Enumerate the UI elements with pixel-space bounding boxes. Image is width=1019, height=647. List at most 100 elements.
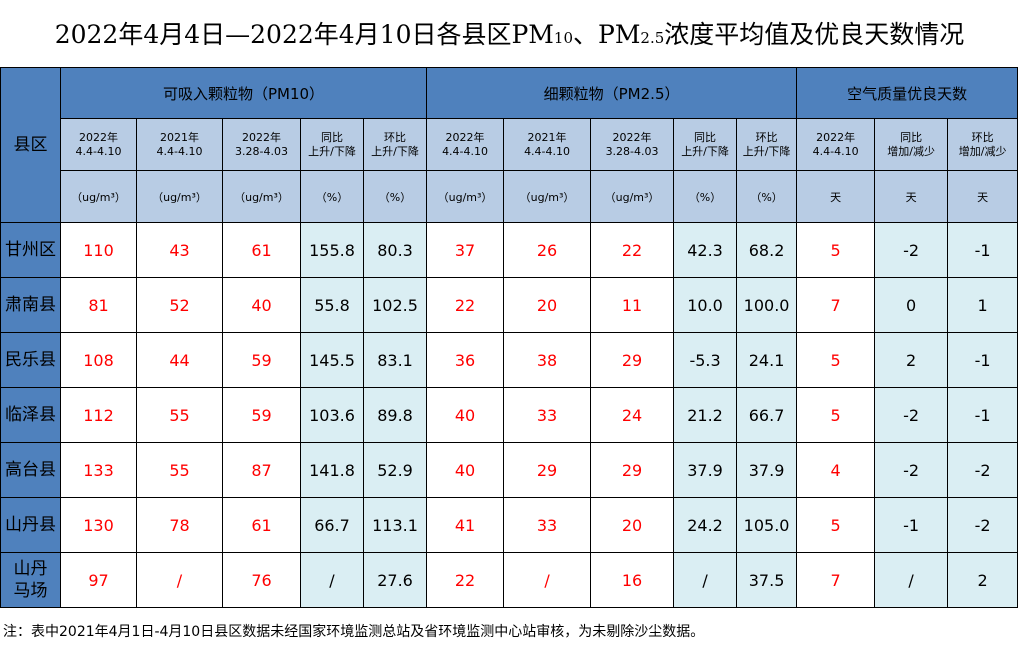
table-cell: 83.1: [362, 332, 428, 388]
county-header: 县区: [0, 67, 61, 223]
table-cell: 113.1: [362, 497, 428, 553]
subcol-line: 上升/下降: [681, 144, 729, 158]
table-cell: 10.0: [673, 277, 738, 333]
table-cell: 37.9: [673, 442, 738, 498]
table-cell: 37.9: [736, 442, 798, 498]
table-cell: 102.5: [362, 277, 428, 333]
table-cell: 59: [222, 387, 301, 443]
table-cell: 24: [590, 387, 675, 443]
table-cell: 40: [426, 442, 505, 498]
table-cell: 26: [503, 222, 592, 278]
unit-header: 天: [947, 170, 1019, 223]
subcol-line: 2021年: [527, 130, 567, 144]
group-good-days: 空气质量优良天数: [796, 67, 1019, 119]
table-row: 高台县 133 55 87 141.8 52.9 40 29 29 37.9 37.9 4 -2 -2: [0, 442, 1019, 498]
table-cell: 0: [874, 277, 949, 333]
table-cell: 40: [426, 387, 505, 443]
county-label: 高台县: [5, 460, 56, 480]
subcol-header: 环比 上升/下降: [362, 118, 428, 171]
table-cell: 7: [796, 277, 876, 333]
county-label: 山丹马场: [13, 559, 48, 601]
table-row: 甘州区 110 43 61 155.8 80.3 37 26 22 42.3 68.2 5 -2 -1: [0, 222, 1019, 278]
subcol-header: 2022年 3.28-4.03: [590, 118, 675, 171]
table-cell: 81: [60, 277, 137, 333]
table-cell: -1: [947, 332, 1019, 388]
title-part: 浓度平均值及优良天数情况: [664, 20, 965, 49]
table-cell: 76: [222, 552, 301, 608]
unit-header: 天: [874, 170, 949, 223]
table-cell: 36: [426, 332, 505, 388]
subcol-line: 2022年: [242, 130, 281, 144]
county-label: 临泽县: [5, 405, 56, 425]
table-cell: 68.2: [736, 222, 798, 278]
table-cell: 61: [222, 222, 301, 278]
table-row: 临泽县 112 55 59 103.6 89.8 40 33 24 21.2 66.7 5 -2 -1: [0, 387, 1019, 443]
table-cell: 155.8: [300, 222, 364, 278]
unit-header: （ug/m³）: [426, 170, 505, 223]
subcol-header: 同比 增加/减少: [874, 118, 949, 171]
table-cell: 130: [60, 497, 137, 553]
table-cell: /: [503, 552, 592, 608]
subcol-line: 环比: [971, 130, 994, 144]
subcol-line: 同比: [694, 130, 717, 144]
table-cell: -2: [947, 497, 1019, 553]
county-name: 山丹马场: [0, 552, 61, 608]
title-part: 2022年4月4日—2022年4月10日各县区PM: [54, 20, 554, 49]
table-cell: 5: [796, 222, 876, 278]
unit-header: （ug/m³）: [222, 170, 301, 223]
title-sub: 10: [553, 29, 573, 47]
table-cell: 105.0: [736, 497, 798, 553]
table-cell: 55: [136, 387, 223, 443]
subcol-header: 2022年 3.28-4.03: [222, 118, 301, 171]
title-part: 、PM: [573, 20, 641, 49]
table-cell: 66.7: [300, 497, 364, 553]
table-cell: 52.9: [362, 442, 428, 498]
table-row: 山丹马场 97/76/27.6 22/16/37.5 7/2: [0, 552, 1019, 608]
county-label: 肃南县: [5, 295, 56, 315]
table-cell: 24.1: [736, 332, 798, 388]
county-label: 山丹县: [5, 515, 56, 535]
table-cell: 55.8: [300, 277, 364, 333]
subcol-line: 3.28-4.03: [605, 144, 659, 158]
table-cell: 27.6: [362, 552, 428, 608]
pm-table: 县区 可吸入颗粒物（PM10） 细颗粒物（PM2.5） 空气质量优良天数 202…: [0, 67, 1019, 608]
table-cell: 37: [426, 222, 505, 278]
table-cell: 40: [222, 277, 301, 333]
table-cell: 22: [426, 277, 505, 333]
footnote: 注：表中2021年4月1日-4月10日县区数据未经国家环境监测总站及省环境监测中…: [3, 624, 705, 640]
table-cell: 1: [947, 277, 1019, 333]
table-cell: -1: [947, 222, 1019, 278]
page-title: 2022年4月4日—2022年4月10日各县区PM10、PM2.5浓度平均值及优…: [0, 0, 1019, 67]
table-cell: 29: [590, 332, 675, 388]
subcol-line: 4.4-4.10: [75, 144, 122, 158]
table-cell: 103.6: [300, 387, 364, 443]
subcol-line: 上升/下降: [742, 144, 791, 158]
subcol-line: 2022年: [612, 130, 652, 144]
subcol-line: 4.4-4.10: [524, 144, 571, 158]
table-cell: /: [136, 552, 223, 608]
table-cell: /: [673, 552, 738, 608]
table-cell: -2: [874, 387, 949, 443]
table-cell: 43: [136, 222, 223, 278]
unit-header: （ug/m³）: [590, 170, 675, 223]
table-cell: 5: [796, 387, 876, 443]
subcol-header: 同比 上升/下降: [300, 118, 364, 171]
table-cell: 5: [796, 497, 876, 553]
table-cell: 100.0: [736, 277, 798, 333]
table-cell: 141.8: [300, 442, 364, 498]
table-row: 肃南县 81 52 40 55.8 102.5 22 20 11 10.0 100.0 7 0 1: [0, 277, 1019, 333]
table-cell: 61: [222, 497, 301, 553]
subcol-line: 4.4-4.10: [442, 144, 489, 158]
table-cell: -1: [947, 387, 1019, 443]
table-cell: 89.8: [362, 387, 428, 443]
county-name: 临泽县: [0, 387, 61, 443]
table-cell: 44: [136, 332, 223, 388]
table-cell: 80.3: [362, 222, 428, 278]
subcol-header: 同比 上升/下降: [673, 118, 738, 171]
table-cell: 108: [60, 332, 137, 388]
table-cell: 42.3: [673, 222, 738, 278]
county-label: 民乐县: [5, 350, 56, 370]
subcol-line: 同比: [900, 130, 923, 144]
subcol-header: 2022年 4.4-4.10: [426, 118, 505, 171]
county-name: 民乐县: [0, 332, 61, 388]
